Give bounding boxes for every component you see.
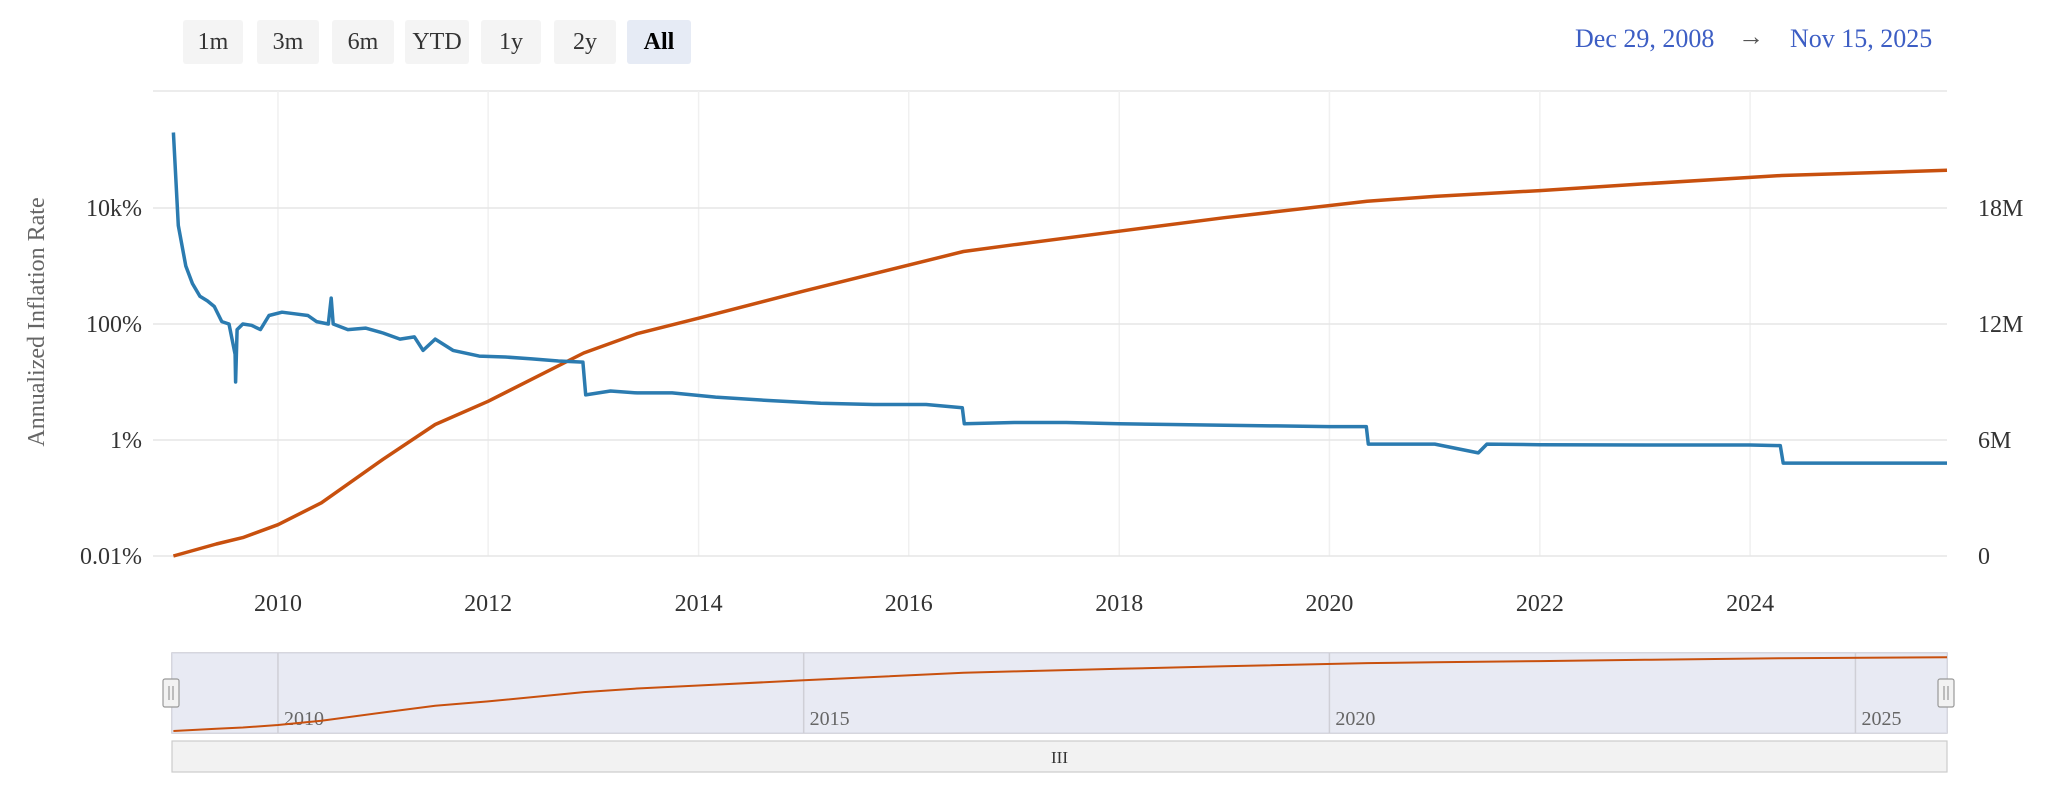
left-tick-label: 10k% [86,196,142,222]
navigator-selection [172,653,1947,733]
x-tick-label: 2016 [885,591,933,617]
left-tick-label: 100% [86,312,142,338]
range-button-1y[interactable]: 1y [481,20,541,64]
x-tick-label: 2010 [254,591,302,617]
series-layer [171,132,1948,558]
handle-body [1937,678,1955,708]
range-button-ytd[interactable]: YTD [405,20,469,64]
scrollbar[interactable] [171,740,1948,773]
navigator-tick-label: 2020 [1335,708,1375,730]
left-tick-label: 0.01% [80,544,142,570]
range-button-3m[interactable]: 3m [257,20,319,64]
range-button-all[interactable]: All [627,20,691,64]
x-tick-label: 2018 [1095,591,1143,617]
navigator-tick-label: 2025 [1861,708,1901,730]
x-tick-label: 2020 [1305,591,1353,617]
navigator-series-line [173,656,1948,732]
left-axis: 0.01% 1% 100% 10k% [80,196,142,570]
from-date-input[interactable]: Dec 29, 2008 [1575,24,1715,53]
handle-body [162,678,180,708]
right-tick-label: 18M [1978,196,2023,222]
supply-series-line [172,168,1948,558]
navigator-handle-left[interactable] [162,678,180,708]
navigator[interactable]: 2010 2015 2020 2025 III [162,652,1955,773]
y-axis-label: Annualized Inflation Rate [24,197,50,446]
x-axis: 2010 2012 2014 2016 2018 2020 2022 2024 [254,591,1774,617]
x-tick-label: 2024 [1726,591,1774,617]
scrollbar-grip: III [1051,748,1068,767]
x-tick-label: 2022 [1516,591,1564,617]
right-tick-label: 12M [1978,312,2023,338]
right-tick-label: 6M [1978,428,2011,454]
navigator-handle-right[interactable] [1937,678,1955,708]
navigator-tick-label: 2015 [810,708,850,730]
left-tick-label: 1% [110,428,142,454]
to-date-input[interactable]: Nov 15, 2025 [1790,24,1933,53]
range-button-1m[interactable]: 1m [183,20,243,64]
navigator-tick-label: 2010 [284,708,324,730]
right-tick-label: 0 [1978,544,1990,570]
range-button-6m[interactable]: 6m [332,20,394,64]
x-tick-label: 2014 [675,591,723,617]
range-arrow: → [1738,22,1764,51]
grid [153,90,1947,557]
right-axis: 0 6M 12M 18M [1978,196,2023,570]
inflation-series-line [171,132,1947,465]
x-tick-label: 2012 [464,591,512,617]
range-button-2y[interactable]: 2y [554,20,616,64]
